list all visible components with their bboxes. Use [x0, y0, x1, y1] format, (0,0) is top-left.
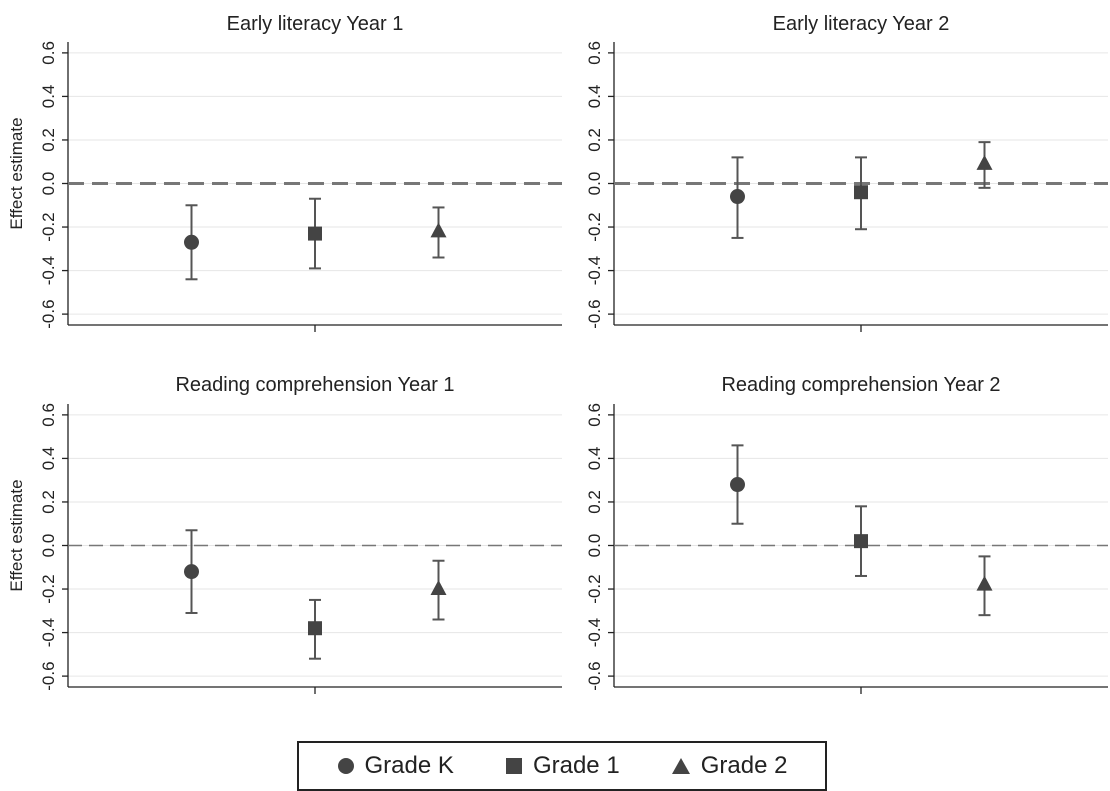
y-tick-label: 0.0: [39, 534, 58, 558]
y-tick-label: 0.2: [39, 490, 58, 514]
y-tick-label: -0.4: [39, 256, 58, 285]
y-tick-label: -0.2: [585, 212, 604, 241]
legend-label: Grade 2: [700, 752, 788, 779]
point-grade-k: [730, 189, 745, 205]
y-tick-label: 0.0: [585, 534, 604, 558]
y-axis-label: Effect estimate: [7, 117, 26, 229]
y-tick-label: -0.4: [39, 618, 58, 647]
legend-item-grade-2: Grade 2: [671, 752, 788, 780]
point-grade-k: [184, 564, 199, 580]
triangle-marker-icon: [671, 758, 690, 774]
legend-item-grade-k: Grade K: [337, 752, 454, 780]
panel-title: Reading comprehension Year 2: [721, 374, 1000, 396]
y-tick-label: 0.6: [39, 41, 58, 65]
y-tick-label: -0.2: [585, 574, 604, 603]
y-tick-label: -0.2: [39, 212, 58, 241]
y-tick-label: 0.0: [39, 172, 58, 196]
point-grade-1: [854, 534, 868, 549]
y-tick-label: 0.2: [39, 128, 58, 152]
y-tick-label: 0.0: [585, 172, 604, 196]
legend: Grade K Grade 1 Grade 2: [297, 741, 827, 791]
y-axis-label: Effect estimate: [7, 479, 26, 591]
y-tick-label: -0.6: [585, 661, 604, 690]
panel-title: Reading comprehension Year 1: [175, 374, 454, 396]
legend-label: Grade 1: [532, 752, 620, 779]
point-grade-1: [854, 185, 868, 200]
panel-title: Early literacy Year 1: [227, 13, 404, 35]
y-tick-label: 0.2: [585, 128, 604, 152]
point-grade-1: [308, 621, 322, 636]
y-tick-label: 0.4: [39, 85, 58, 109]
y-tick-label: 0.6: [39, 403, 58, 427]
y-tick-label: -0.6: [585, 299, 604, 328]
figure: Early literacy Year 1 0.6 0.4 0.2 0.0 -0.2 -0.…: [7, 13, 1108, 694]
legend-label: Grade K: [364, 752, 454, 779]
y-tick-label: -0.2: [39, 574, 58, 603]
circle-marker-icon: [337, 758, 354, 774]
y-tick-label: -0.6: [39, 299, 58, 328]
y-tick-label: -0.4: [585, 618, 604, 647]
point-grade-2: [976, 575, 993, 591]
panel-title: Early literacy Year 2: [773, 13, 950, 35]
y-tick-label: 0.2: [585, 490, 604, 514]
y-tick-label: 0.6: [585, 403, 604, 427]
y-tick-label: 0.4: [585, 85, 604, 109]
y-tick-label: 0.6: [585, 41, 604, 65]
point-grade-k: [184, 234, 199, 250]
y-tick-label: 0.4: [585, 447, 604, 471]
y-tick-label: 0.4: [39, 447, 58, 471]
point-grade-1: [308, 226, 322, 241]
point-grade-k: [730, 477, 745, 493]
y-tick-label: -0.4: [585, 256, 604, 285]
square-marker-icon: [505, 758, 522, 774]
y-tick-label: -0.6: [39, 661, 58, 690]
legend-item-grade-1: Grade 1: [505, 752, 620, 780]
point-grade-2: [430, 222, 447, 238]
point-grade-2: [976, 154, 993, 170]
point-grade-2: [430, 580, 447, 596]
